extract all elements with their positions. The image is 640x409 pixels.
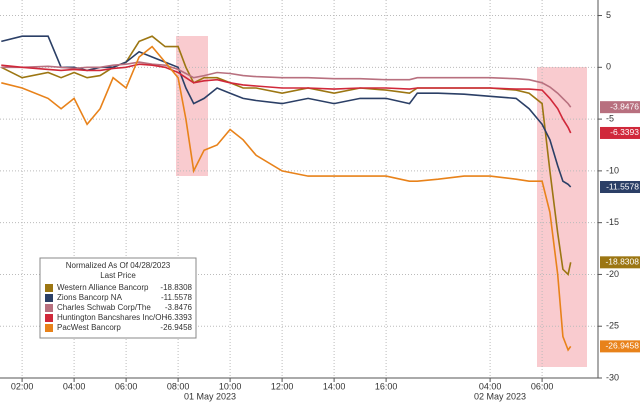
- legend-value: -18.8308: [160, 283, 192, 292]
- y-tick-label: -30: [606, 372, 619, 382]
- value-label-box: [600, 181, 640, 194]
- value-label: -6.3393: [610, 127, 639, 137]
- x-tick-label: 14:00: [323, 381, 346, 391]
- date-label: 01 May 2023: [184, 391, 236, 401]
- y-tick-label: 0: [606, 62, 611, 72]
- legend-title: Normalized As Of 04/28/2023: [66, 261, 171, 270]
- series-line: [1, 61, 572, 108]
- y-tick-label: -20: [606, 269, 619, 279]
- x-tick-label: 06:00: [115, 381, 138, 391]
- legend-label: Charles Schwab Corp/The: [57, 303, 151, 312]
- x-tick-label: 16:00: [375, 381, 398, 391]
- y-tick-label: -5: [606, 113, 614, 123]
- legend-swatch: [45, 284, 53, 292]
- x-tick-label: 06:00: [531, 381, 554, 391]
- series-line: [1, 45, 572, 352]
- legend-swatch: [45, 304, 53, 312]
- x-tick-label: 04:00: [479, 381, 502, 391]
- legend-label: Zions Bancorp NA: [57, 293, 123, 302]
- legend-label: Western Alliance Bancorp: [57, 283, 149, 292]
- value-label-box: [600, 256, 640, 269]
- legend-swatch: [45, 294, 53, 302]
- legend-value: -26.9458: [160, 323, 192, 332]
- value-label: -18.8308: [605, 257, 639, 267]
- value-label: -26.9458: [605, 341, 639, 351]
- y-tick-label: -10: [606, 165, 619, 175]
- date-label: 02 May 2023: [474, 391, 526, 401]
- legend-value: -3.8476: [165, 303, 193, 312]
- value-label-box: [600, 101, 640, 114]
- x-tick-label: 04:00: [63, 381, 86, 391]
- y-tick-label: -25: [606, 321, 619, 331]
- legend: Normalized As Of 04/28/2023 Last Price W…: [39, 257, 197, 339]
- x-tick-label: 02:00: [11, 381, 34, 391]
- x-tick-label: 08:00: [167, 381, 190, 391]
- legend-box: [39, 257, 197, 339]
- legend-value: -11.5578: [161, 293, 193, 302]
- legend-subtitle: Last Price: [100, 271, 136, 280]
- legend-label: Huntington Bancshares Inc/OH: [57, 313, 168, 322]
- legend-swatch: [45, 324, 53, 332]
- x-tick-label: 12:00: [271, 381, 294, 391]
- x-tick-label: 10:00: [219, 381, 242, 391]
- value-label-box: [600, 340, 640, 353]
- y-tick-label: 5: [606, 10, 611, 20]
- legend-swatch: [45, 314, 53, 322]
- y-tick-label: -15: [606, 217, 619, 227]
- series-line: [0, 35, 572, 276]
- value-label-box: [600, 126, 640, 139]
- value-label: -3.8476: [610, 101, 639, 111]
- legend-label: PacWest Bancorp: [57, 323, 121, 332]
- series-line: [1, 63, 572, 134]
- value-label: -11.5578: [606, 181, 639, 191]
- legend-value: -6.3393: [165, 313, 193, 322]
